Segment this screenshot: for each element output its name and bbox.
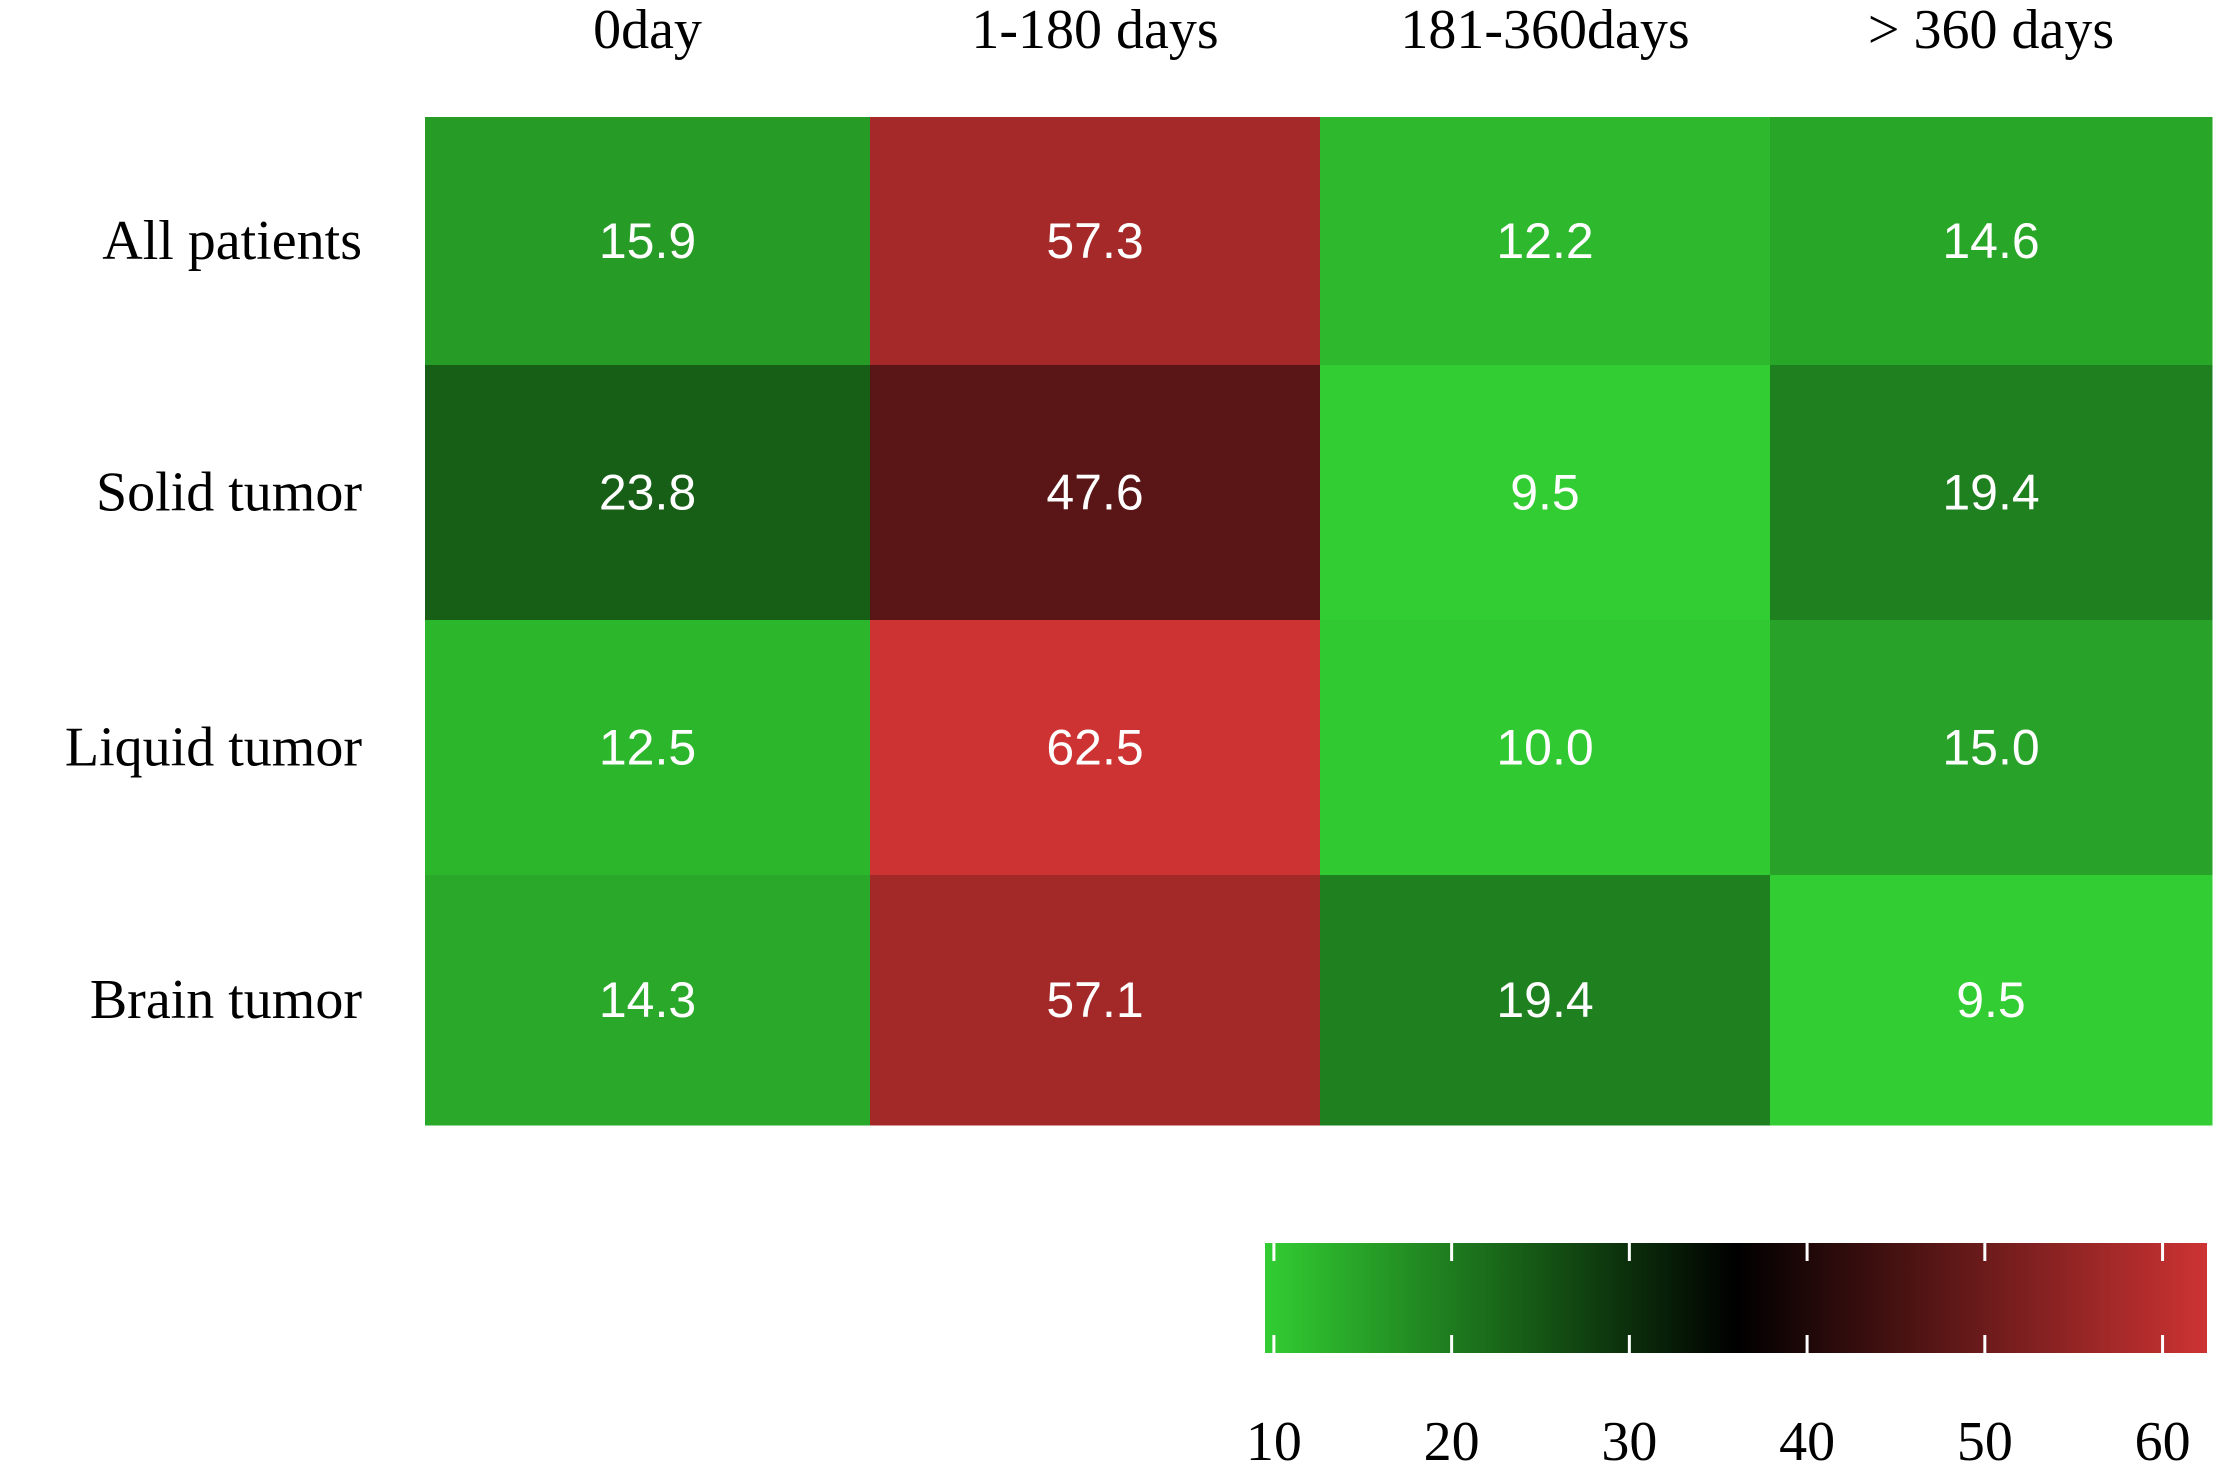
row-label: Brain tumor xyxy=(90,969,363,1031)
cell-value-label: 19.4 xyxy=(1942,465,2039,521)
cell-value-label: 12.5 xyxy=(599,720,696,776)
cell-value-label: 57.3 xyxy=(1046,213,1143,269)
heatmap-cell xyxy=(425,875,871,1126)
heatmap-cell xyxy=(870,117,1321,366)
cell-value-label: 47.6 xyxy=(1046,465,1143,521)
heatmap-cell xyxy=(1770,117,2213,366)
cell-value-label: 15.0 xyxy=(1942,720,2039,776)
cell-value-label: 19.4 xyxy=(1496,972,1593,1028)
heatmap-cell xyxy=(1770,365,2213,621)
cell-value-label: 57.1 xyxy=(1046,972,1143,1028)
colorbar-tick-label: 10 xyxy=(1246,1411,1302,1464)
colorbar-tick-label: 50 xyxy=(1957,1411,2013,1464)
cell-value-label: 12.2 xyxy=(1496,213,1593,269)
row-labels: All patients Solid tumor Liquid tumor Brain… xyxy=(65,210,362,1031)
cell-value-labels: 15.9 57.3 12.2 14.6 23.8 47.6 9.5 19.4 12.5 62.5 1… xyxy=(599,213,2040,1028)
heatmap-cell xyxy=(1320,365,1771,621)
heatmap-cells xyxy=(425,117,2213,1126)
heatmap-cell xyxy=(870,620,1321,876)
column-label: 1-180 days xyxy=(971,0,1218,61)
heatmap-cell xyxy=(425,365,871,621)
colorbar-tick-label: 30 xyxy=(1601,1411,1657,1464)
colorbar-tick-label: 20 xyxy=(1424,1411,1480,1464)
column-label: 181-360days xyxy=(1400,0,1689,61)
heatmap-cell xyxy=(870,365,1321,621)
colorbar-ticks xyxy=(1272,1243,2165,1353)
column-label: 0day xyxy=(593,0,702,61)
heatmap-cell xyxy=(870,875,1321,1126)
heatmap-cell xyxy=(1320,620,1771,876)
cell-value-label: 10.0 xyxy=(1496,720,1593,776)
cell-value-label: 14.6 xyxy=(1942,213,2039,269)
heatmap-cell xyxy=(425,117,871,366)
heatmap-cell xyxy=(425,620,871,876)
colorbar-tick-label: 60 xyxy=(2135,1411,2191,1464)
heatmap-cell xyxy=(1770,620,2213,876)
heatmap-cell xyxy=(1770,875,2213,1126)
row-label: Liquid tumor xyxy=(65,717,362,779)
heatmap-cell xyxy=(1320,117,1771,366)
heatmap-cell xyxy=(1320,875,1771,1126)
colorbar-tick-label: 40 xyxy=(1779,1411,1835,1464)
column-labels: 0day 1-180 days 181-360days > 360 days xyxy=(593,0,2114,61)
row-label: Solid tumor xyxy=(96,462,362,524)
colorbar: 10 20 30 40 50 60 xyxy=(1246,1243,2207,1464)
cell-value-label: 62.5 xyxy=(1046,720,1143,776)
cell-value-label: 23.8 xyxy=(599,465,696,521)
cell-value-label: 9.5 xyxy=(1956,972,2026,1028)
cell-value-label: 15.9 xyxy=(599,213,696,269)
colorbar-bar xyxy=(1265,1243,2207,1353)
column-label: > 360 days xyxy=(1868,0,2114,61)
cell-value-label: 9.5 xyxy=(1510,465,1580,521)
colorbar-tick-labels: 10 20 30 40 50 60 xyxy=(1246,1411,2191,1464)
cell-value-label: 14.3 xyxy=(599,972,696,1028)
row-label: All patients xyxy=(102,210,362,272)
